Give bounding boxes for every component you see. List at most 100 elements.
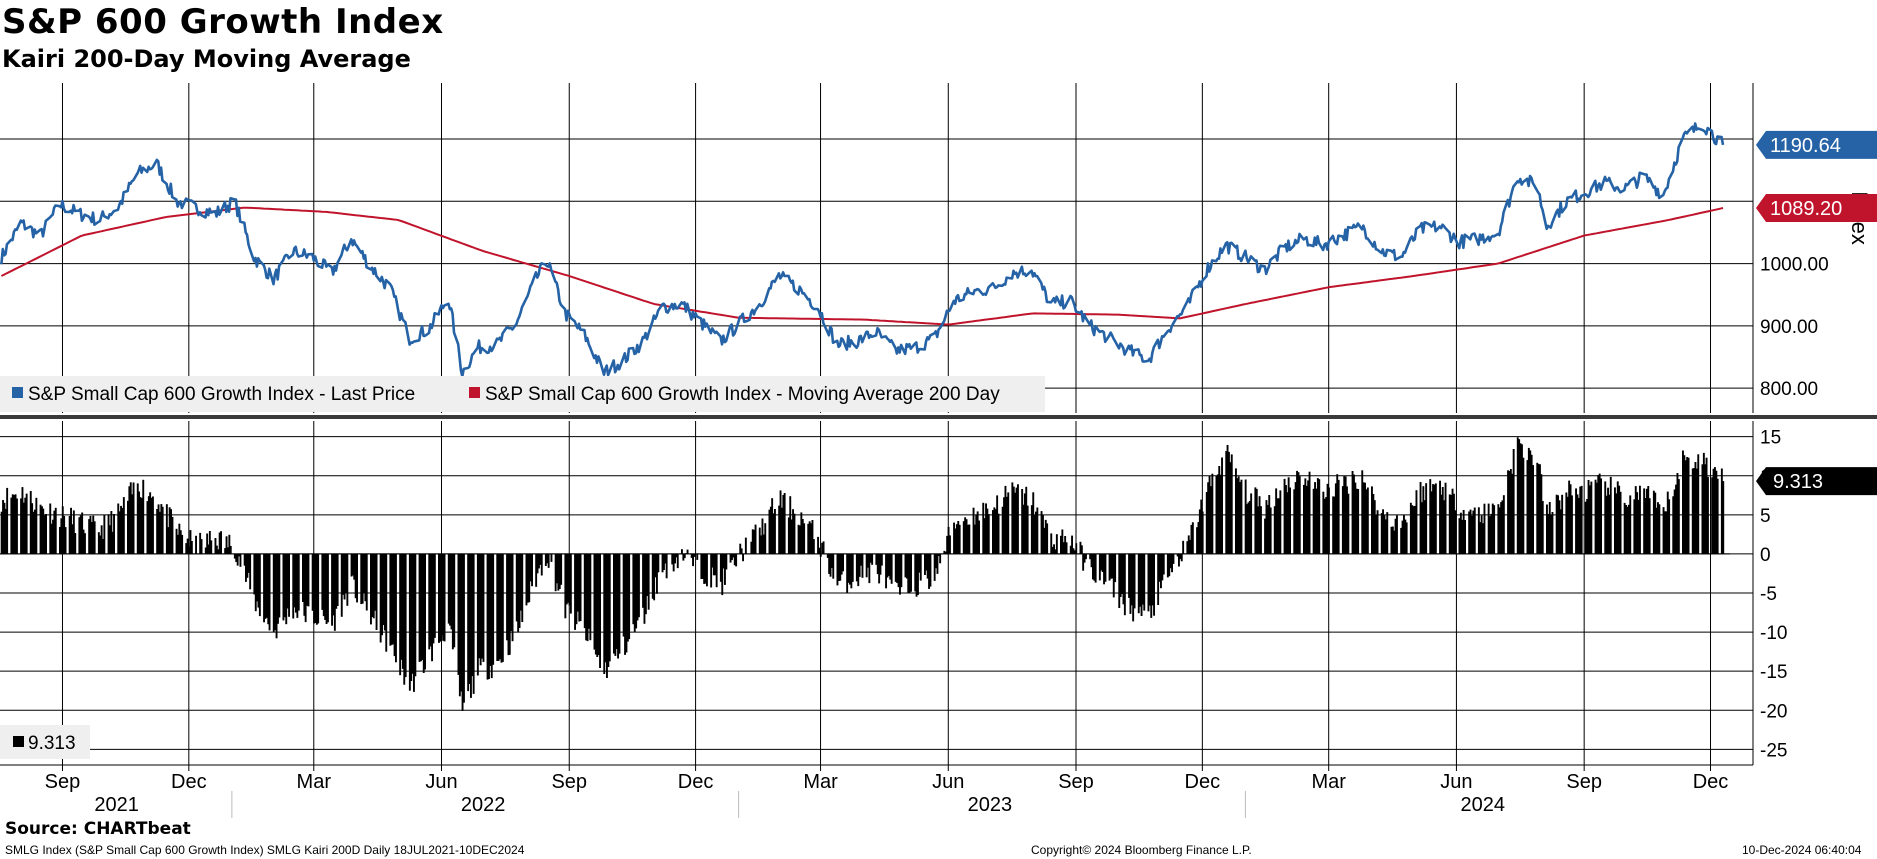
kairi-bar xyxy=(1294,482,1297,554)
kairi-bar xyxy=(1308,471,1311,554)
kairi-bar xyxy=(113,514,115,554)
kairi-bar xyxy=(1082,553,1085,571)
kairi-bar xyxy=(1662,507,1665,554)
kairi-bar xyxy=(16,498,18,554)
kairi-bar xyxy=(1493,505,1496,554)
kairi-bar xyxy=(1557,495,1559,554)
kairi-bar xyxy=(460,553,463,692)
kairi-bar xyxy=(1497,504,1500,554)
kairi-bar xyxy=(60,518,63,554)
kairi-bar xyxy=(147,496,150,554)
kairi-bar xyxy=(1151,553,1154,606)
kairi-bar xyxy=(1119,553,1122,597)
gridlines xyxy=(0,83,1753,765)
kairi-bar xyxy=(793,513,796,554)
kairi-bar xyxy=(346,553,349,606)
kairi-bar xyxy=(1130,553,1133,606)
kairi-bar xyxy=(510,553,513,631)
kairi-bar xyxy=(1422,486,1425,554)
kairi-bar xyxy=(710,553,713,588)
kairi-bar xyxy=(575,553,578,625)
kairi-bar xyxy=(292,553,295,619)
kairi-legend: 9.313 xyxy=(0,725,90,759)
kairi-bar xyxy=(1061,529,1064,554)
kairi-bar xyxy=(345,553,347,594)
kairi-bar xyxy=(1684,460,1687,554)
kairi-bar xyxy=(1166,553,1169,578)
kairi-bar xyxy=(429,553,432,647)
kairi-bar xyxy=(1205,492,1208,554)
kairi-bar xyxy=(34,509,36,554)
kairi-bar xyxy=(1444,482,1447,554)
kairi-bar xyxy=(1101,553,1104,572)
kairi-bar xyxy=(1480,515,1483,554)
kairi-bar xyxy=(235,553,238,562)
kairi-bar xyxy=(1469,509,1472,554)
kairi-bar xyxy=(535,553,538,587)
kairi-bar xyxy=(651,553,654,599)
kairi-bar xyxy=(1343,476,1346,554)
kairi-flag: 9.313 xyxy=(1756,467,1877,496)
kairi-bar xyxy=(501,553,504,662)
kairi-bar xyxy=(704,553,707,584)
kairi-bar xyxy=(1247,502,1250,554)
kairi-bar xyxy=(410,553,413,681)
kairi-bar xyxy=(626,553,629,642)
kairi-bar xyxy=(82,529,85,554)
kairi-bar xyxy=(97,532,100,554)
kairi-bar xyxy=(1720,468,1723,554)
kairi-bar xyxy=(529,553,532,582)
x-month-label: Jun xyxy=(425,771,457,793)
kairi-bar xyxy=(1071,535,1073,554)
legend: S&P Small Cap 600 Growth Index - Last Pr… xyxy=(0,376,1045,412)
kairi-bar xyxy=(256,553,259,602)
kairi-bar xyxy=(1344,476,1347,554)
kairi-bar xyxy=(919,553,922,581)
kairi-bar xyxy=(1527,447,1530,554)
kairi-bar xyxy=(515,553,518,622)
kairi-bar xyxy=(1064,536,1067,554)
legend-swatch-ma xyxy=(469,387,480,398)
kairi-bar xyxy=(89,515,92,554)
kairi-bar xyxy=(295,553,297,613)
kairi-bar xyxy=(414,553,417,677)
kairi-bar xyxy=(982,502,985,554)
kairi-bar xyxy=(1626,506,1629,554)
kairi-bar xyxy=(214,538,217,554)
kairi-bar xyxy=(1371,486,1373,554)
kairi-bar xyxy=(1053,544,1055,554)
lower-ytick-label: -25 xyxy=(1760,740,1787,761)
kairi-bar xyxy=(79,515,82,554)
kairi-bar xyxy=(1240,479,1243,554)
kairi-bar xyxy=(1055,534,1058,554)
kairi-bar xyxy=(683,553,686,559)
kairi-bar xyxy=(596,553,599,657)
kairi-bar xyxy=(392,553,395,645)
kairi-bar xyxy=(1296,470,1298,554)
kairi-bar xyxy=(189,530,192,554)
kairi-bar xyxy=(0,511,3,554)
kairi-bar xyxy=(1604,481,1607,554)
kairi-bar xyxy=(1157,553,1160,605)
kairi-bar xyxy=(1080,545,1083,554)
kairi-bar xyxy=(968,524,971,554)
kairi-bar xyxy=(1265,500,1268,554)
kairi-bar xyxy=(333,553,336,631)
kairi-bar xyxy=(1412,506,1415,554)
kairi-bar xyxy=(760,535,762,554)
kairi-bar xyxy=(943,550,946,554)
kairi-bar xyxy=(1287,477,1290,554)
kairi-bar xyxy=(928,553,930,589)
kairi-bar xyxy=(486,553,489,680)
kairi-bar xyxy=(438,553,440,643)
kairi-bar xyxy=(751,529,754,554)
kairi-bar xyxy=(525,553,528,606)
kairi-bar xyxy=(1561,494,1564,554)
kairi-bar xyxy=(363,553,365,593)
kairi-bar xyxy=(692,553,694,567)
kairi-bar xyxy=(578,553,581,622)
kairi-bar xyxy=(1279,490,1282,554)
kairi-bar xyxy=(1498,507,1501,554)
lower-ytick-label: -5 xyxy=(1760,584,1777,605)
kairi-bar xyxy=(1353,474,1355,554)
